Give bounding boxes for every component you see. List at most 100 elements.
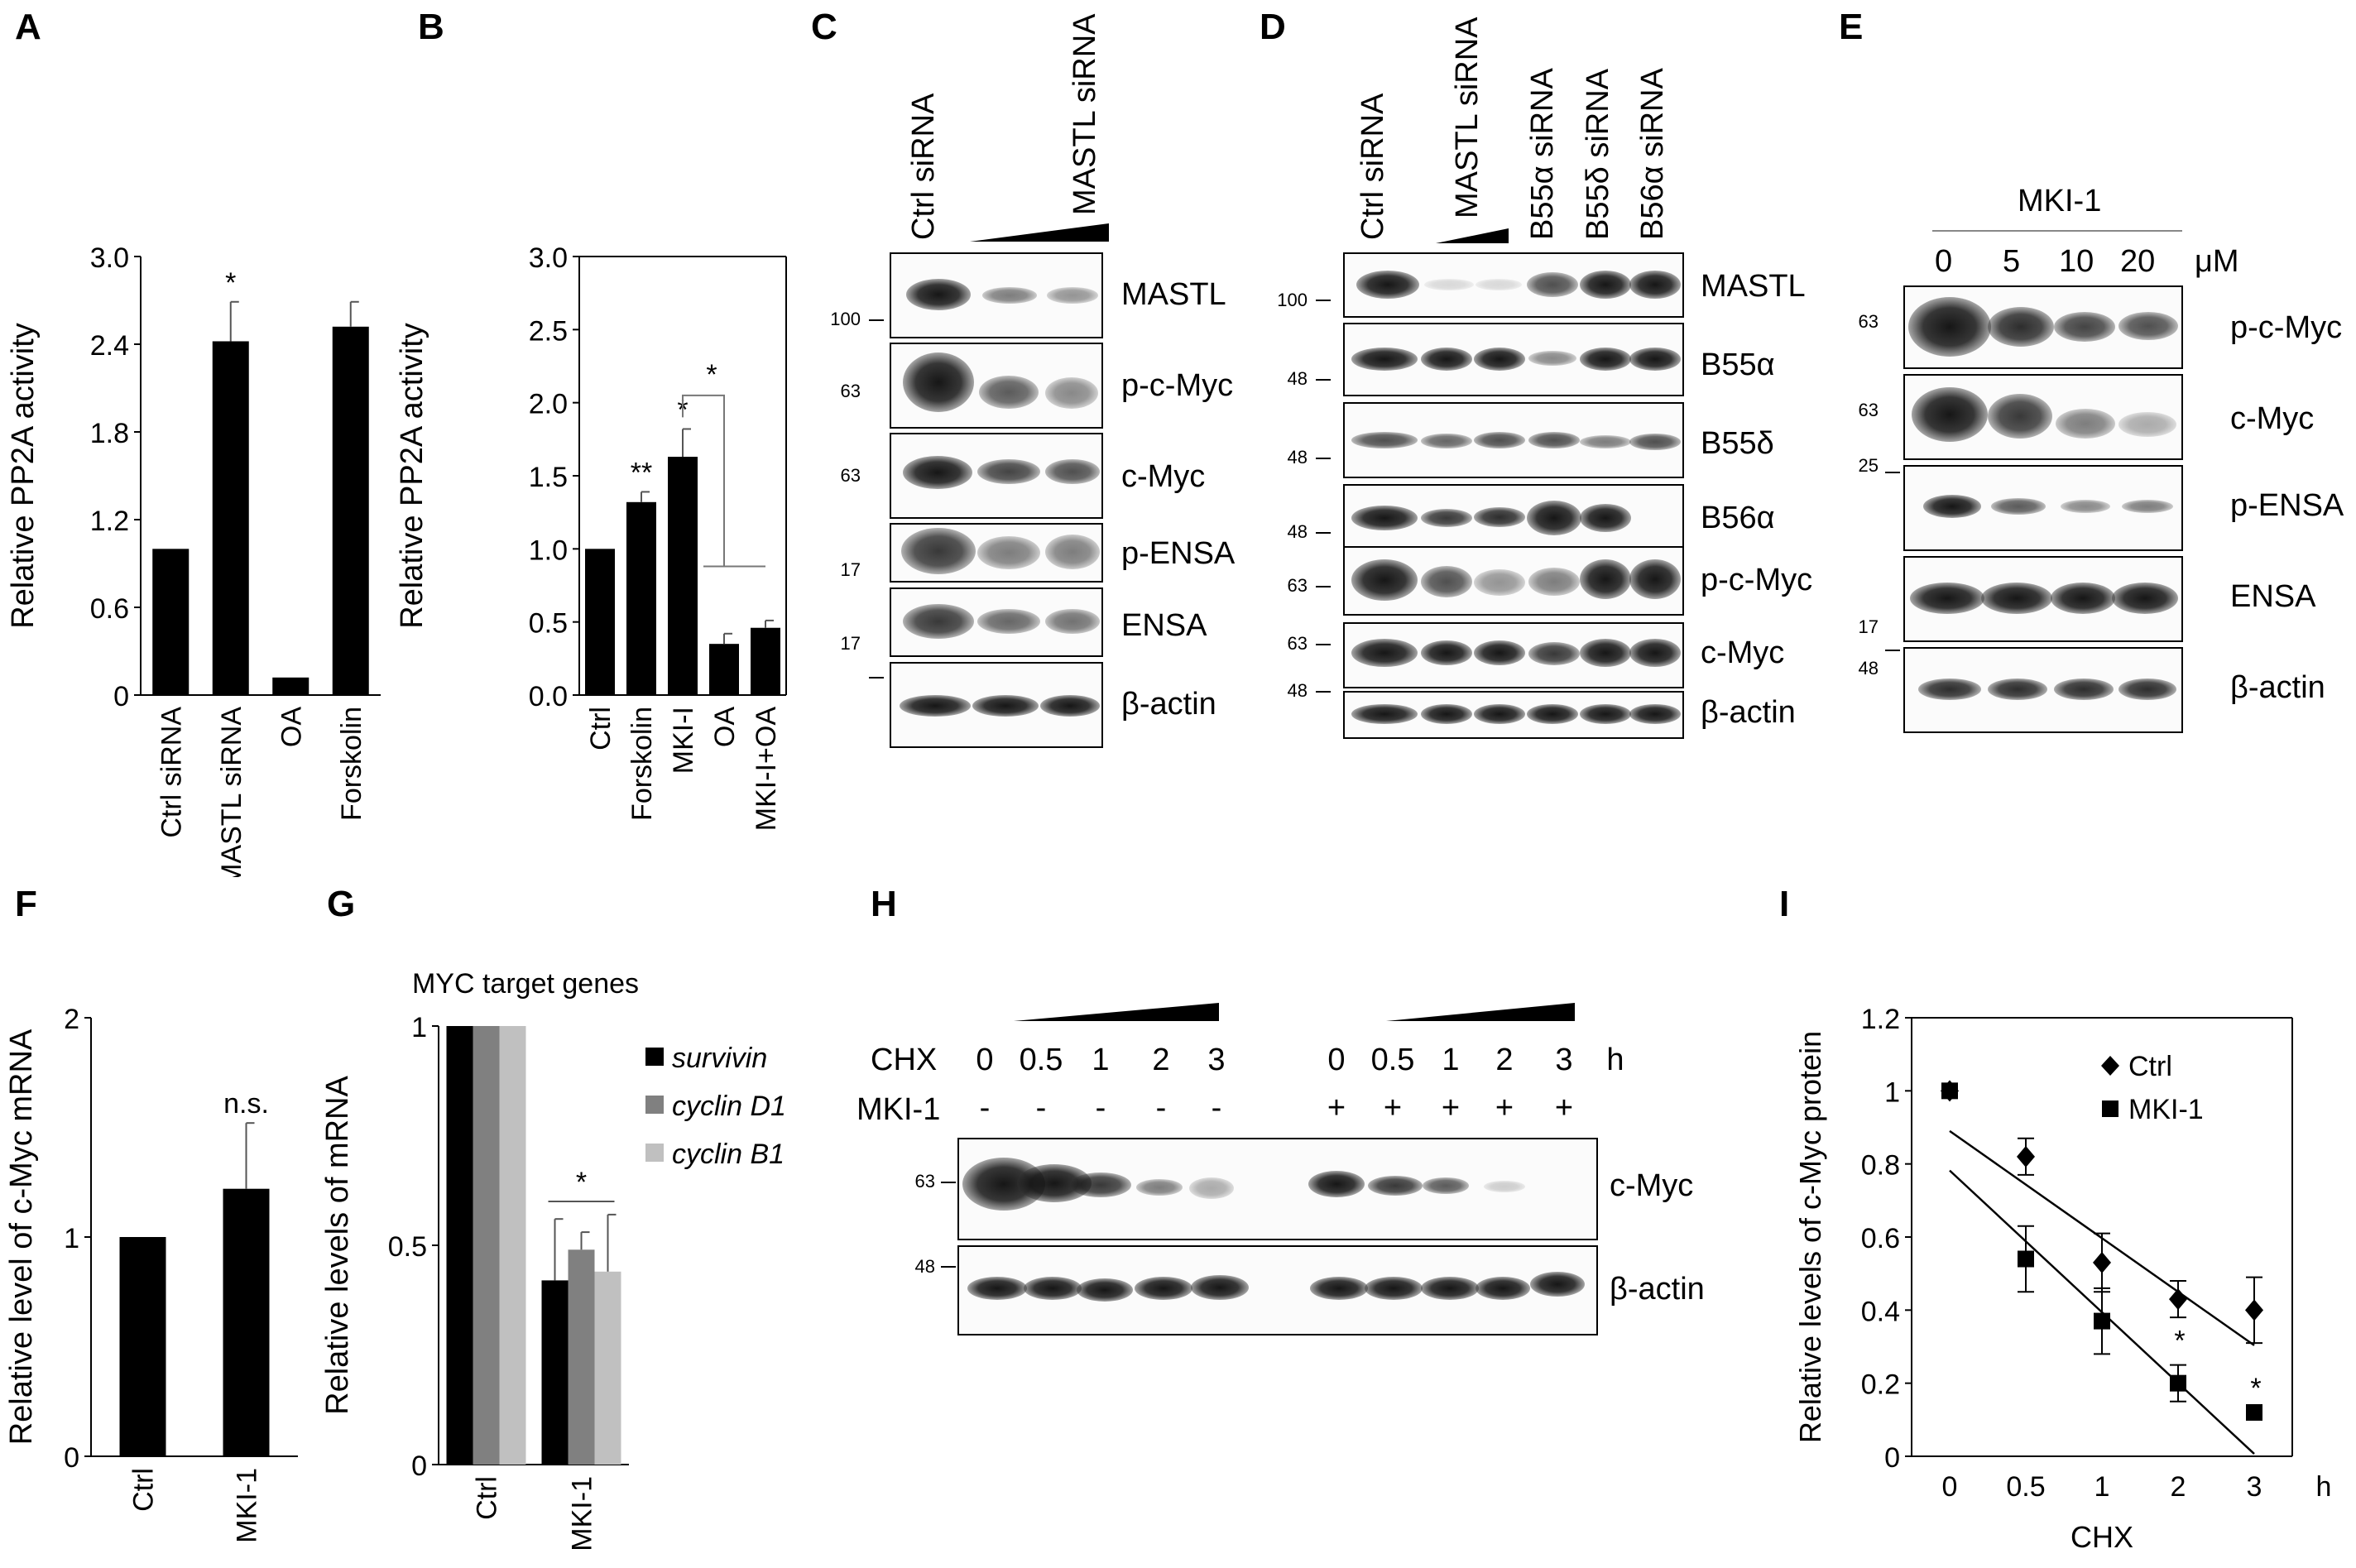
x-tick-label: 0 [1942,1471,1958,1503]
time-label: 2 [1495,1043,1514,1077]
bar [212,341,249,695]
time-label: 1 [1442,1043,1460,1077]
mw-tick [1885,650,1900,651]
y-tick-label: 2.0 [529,389,568,420]
protein-label-d-b55a: B55α [1701,348,1775,382]
data-point-diamond [2017,1145,2035,1168]
panel-label-b: B [418,7,444,47]
mw-h-48: 48 [914,1256,935,1277]
data-point-square [2018,1250,2034,1268]
x-axis-label: CHX [2070,1520,2133,1554]
panel-label-c: C [811,7,837,47]
mki-minus: - [1155,1091,1167,1125]
mw-e-25: 25 [1858,455,1879,476]
y-tick-label: 0 [113,681,129,712]
lane-label-d-b55d-sirna: B55δ siRNA [1581,69,1615,240]
y-tick-label: 1 [411,1012,427,1043]
x-tick-label: MASTL siRNA [216,707,247,877]
chart-i: 0 0.2 0.4 0.6 0.8 1 1.2 0 0.5 1 2 3 h CHX Relative lev… [1793,1004,2331,1554]
bar [446,1026,473,1465]
y-tick-label: 3.0 [529,242,568,274]
bar [152,549,190,695]
x-tick-label: Forskolin [336,707,367,821]
protein-label-e-p-ensa: p-ENSA [2230,488,2344,523]
time-label: 0.5 [1370,1043,1415,1077]
y-tick-label: 0.4 [1861,1296,1900,1327]
lane-label-d-ctrl-sirna: Ctrl siRNA [1356,93,1390,240]
y-axis-label: Relative levels of mRNA [320,1076,355,1415]
bar [751,627,780,695]
blot-c: Ctrl siRNA MASTL siRNA [828,0,1291,745]
lane-label-ctrl-sirna: Ctrl siRNA [906,93,941,240]
dose-unit: μM [2195,244,2239,279]
mw-tick [1885,472,1900,473]
treatment-label-e: MKI-1 [2018,184,2102,218]
chart-title: MYC target genes [412,968,639,1000]
protein-label-c-p-c-myc: p-c-Myc [1121,368,1234,403]
bar [541,1280,569,1465]
panel-label-h: H [871,884,897,924]
gradient-wedge [1386,1003,1575,1021]
mw-c-17b: 17 [840,633,861,654]
y-tick-label: 0.5 [529,608,568,640]
legend-swatch [645,1144,664,1162]
protein-label-h-beta-actin: β-actin [1610,1272,1705,1307]
y-tick-label: 2.5 [529,315,568,347]
bar [626,501,656,695]
dose-20: 20 [2120,244,2156,279]
dose-5: 5 [2003,244,2021,279]
significance-mark: * [706,359,717,391]
time-unit-label: h [1606,1043,1624,1077]
mki-row-label: MKI-1 [857,1092,941,1127]
bar [568,1249,595,1465]
mw-d-48d: 48 [1287,680,1308,701]
y-tick-label: 1 [64,1223,79,1254]
mw-tick [869,319,884,321]
mw-tick [1316,458,1331,459]
y-tick-label: 3.0 [90,242,129,274]
x-tick-label: 2 [2171,1471,2186,1503]
blot-strip-d-b55a [1343,323,1684,396]
chart-a: 0 0.6 1.2 1.8 2.4 3.0 Relative PP2A activity Ct… [6,242,381,877]
blot-strip-e-p-ensa [1903,465,2183,551]
protein-label-e-c-myc: c-Myc [2230,401,2315,436]
protein-label-d-p-c-myc: p-c-Myc [1701,563,1813,597]
blot-strip-c-ensa [890,587,1103,657]
mki-plus: + [1383,1091,1403,1125]
blot-strip-e-c-myc [1903,374,2183,460]
mw-tick [1316,300,1331,301]
mw-e-63a: 63 [1858,311,1879,332]
protein-label-d-c-myc: c-Myc [1701,635,1785,670]
mki-plus: + [1327,1091,1346,1125]
data-point-diamond [2169,1288,2187,1311]
significance-mark: * [576,1167,587,1198]
y-tick-label: 1 [1884,1077,1900,1108]
legend-label: MKI-1 [2128,1094,2204,1125]
y-axis-label: Relative PP2A activity [6,323,41,629]
data-point-square [2170,1374,2186,1392]
lane-label-d-b56a-sirna: B56α siRNA [1635,68,1670,240]
blot-strip-d-b56a [1343,484,1684,552]
blot-strip-c-beta-actin [890,662,1103,748]
dose-10: 10 [2059,244,2094,279]
legend-label: Ctrl [2128,1051,2172,1082]
mw-tick [1316,644,1331,645]
protein-label-c-p-ensa: p-ENSA [1121,536,1236,571]
bar [272,677,309,695]
time-label: 0 [1327,1043,1346,1077]
blot-strip-d-p-c-myc [1343,546,1684,616]
panel-label-g: G [327,884,356,924]
x-tick-label: Forskolin [626,707,658,821]
mw-c-63a: 63 [840,381,861,401]
mw-c-63b: 63 [840,465,861,486]
time-label: 0.5 [1019,1043,1063,1077]
mw-d-63b: 63 [1287,633,1308,654]
x-tick-label: MKI-1 [567,1476,598,1551]
chart-g: 0 0.5 1 Relative levels of mRNA Ctrl MKI-1 MYC… [320,968,786,1551]
blot-strip-d-c-myc [1343,622,1684,688]
panel-label-e: E [1839,7,1864,47]
x-tick-label: MKI-1 [232,1468,263,1543]
mw-tick [1316,532,1331,534]
bar [585,549,615,695]
mw-d-48a: 48 [1287,368,1308,389]
